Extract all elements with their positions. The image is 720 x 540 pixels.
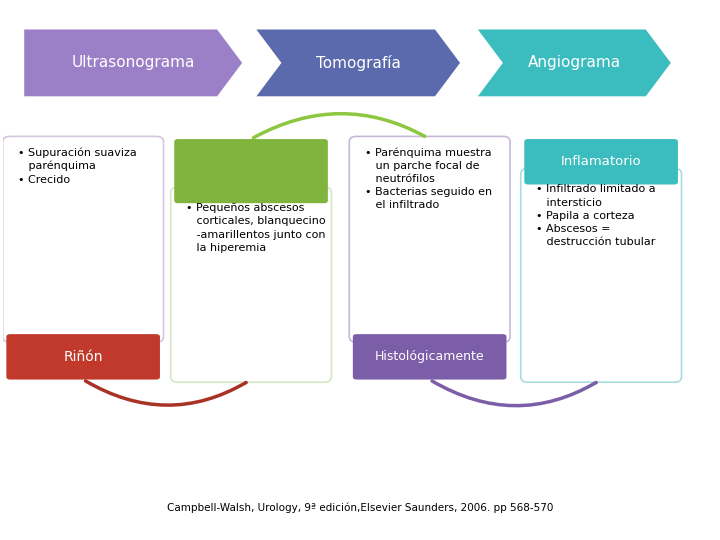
Text: Inflamatorio: Inflamatorio [561,156,642,168]
FancyBboxPatch shape [6,334,160,380]
Text: • Pequeños abscesos
   corticales, blanquecino
   -amarillentos junto con
   la : • Pequeños abscesos corticales, blanquec… [186,203,326,253]
FancyBboxPatch shape [174,139,328,203]
Text: Histológicamente: Histológicamente [375,350,485,363]
Text: Angiograma: Angiograma [528,56,621,70]
FancyBboxPatch shape [349,137,510,342]
Text: Riñón: Riñón [63,350,103,364]
FancyArrowPatch shape [432,381,596,406]
Polygon shape [24,30,242,96]
Text: • Infiltrado limitado a
   intersticio
• Papila a corteza
• Abscesos =
   destru: • Infiltrado limitado a intersticio • Pa… [536,185,656,247]
Polygon shape [478,30,671,96]
FancyBboxPatch shape [521,168,682,382]
FancyArrowPatch shape [253,114,425,138]
Text: • Parénquima muestra
   un parche focal de
   neutrófilos
• Bacterias seguido en: • Parénquima muestra un parche focal de … [365,147,492,211]
FancyBboxPatch shape [353,334,506,380]
Text: Tomografía: Tomografía [316,55,400,71]
Text: Campbell-Walsh, Urology, 9ª edición,Elsevier Saunders, 2006. pp 568-570: Campbell-Walsh, Urology, 9ª edición,Else… [167,503,553,513]
Text: • Supuración suaviza
   parénquima
• Crecido: • Supuración suaviza parénquima • Crecid… [19,147,138,185]
Text: Ultrasonograma: Ultrasonograma [71,56,195,70]
FancyArrowPatch shape [86,381,246,405]
Polygon shape [256,30,460,96]
FancyBboxPatch shape [3,137,163,342]
FancyBboxPatch shape [524,139,678,185]
FancyBboxPatch shape [171,187,331,382]
